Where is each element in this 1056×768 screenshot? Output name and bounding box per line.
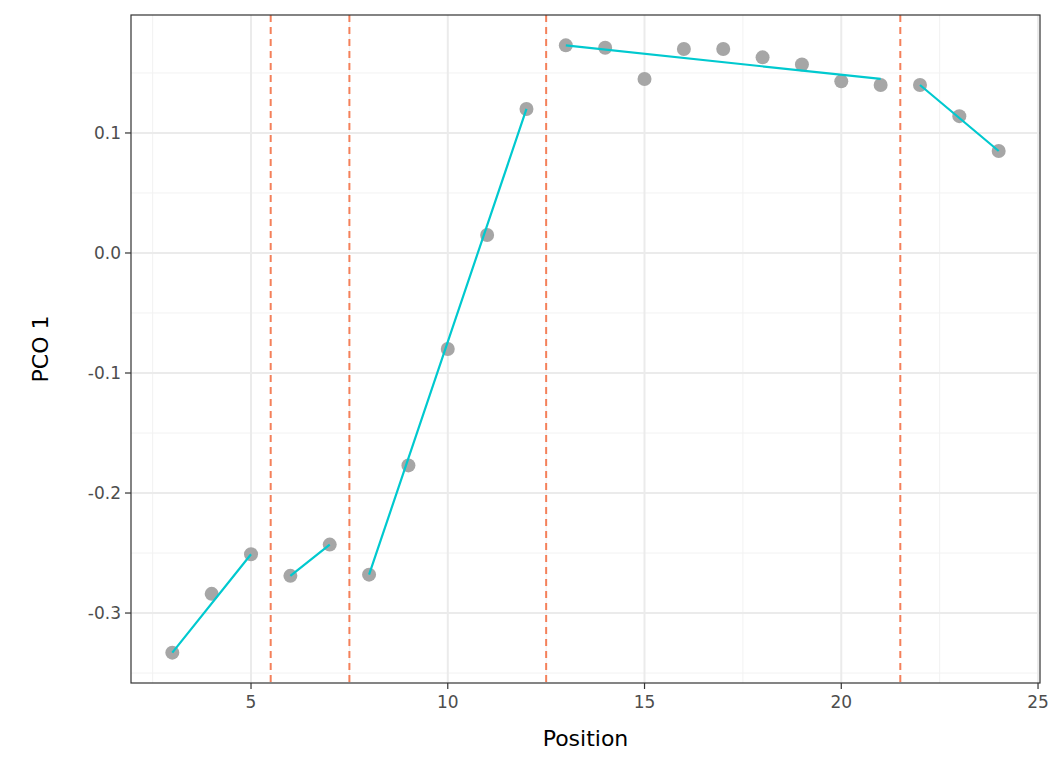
minor-grid-y	[131, 72, 1040, 73]
y-tick-label: -0.1	[88, 363, 121, 383]
y-tick	[125, 252, 131, 253]
point	[638, 72, 652, 86]
x-tick-label: 10	[437, 692, 459, 712]
x-tick	[250, 683, 251, 689]
minor-grid-y	[131, 553, 1040, 554]
x-tick	[1037, 683, 1038, 689]
y-tick-label: 0.0	[94, 243, 121, 263]
background	[0, 0, 1056, 768]
point	[716, 42, 730, 56]
minor-grid-y	[131, 192, 1040, 193]
y-axis-title: PCO 1	[28, 316, 53, 383]
grid	[131, 15, 1040, 683]
minor-grid-x	[349, 15, 350, 683]
grid-y	[131, 612, 1040, 614]
grid-x	[250, 15, 252, 683]
x-tick	[644, 683, 645, 689]
y-tick	[125, 132, 131, 133]
panel	[131, 15, 1040, 683]
y-tick-label: 0.1	[94, 123, 121, 143]
breakpoint-line	[270, 15, 272, 683]
point	[677, 42, 691, 56]
y-tick	[125, 492, 131, 493]
grid-x	[1037, 15, 1039, 683]
point	[874, 78, 888, 92]
breakpoint-line	[545, 15, 547, 683]
minor-grid-x	[742, 15, 743, 683]
minor-grid-x	[152, 15, 153, 683]
x-tick	[841, 683, 842, 689]
x-tick-label: 20	[830, 692, 852, 712]
grid-y	[131, 492, 1040, 494]
y-tick	[125, 372, 131, 373]
x-tick-label: 5	[246, 692, 257, 712]
minor-grid-y	[131, 433, 1040, 434]
y-tick-label: -0.3	[88, 603, 121, 623]
grid-x	[840, 15, 842, 683]
x-tick-label: 25	[1027, 692, 1049, 712]
x-tick	[447, 683, 448, 689]
data	[165, 15, 1005, 683]
y-tick-label: -0.2	[88, 483, 121, 503]
point	[834, 74, 848, 88]
minor-grid-x	[939, 15, 940, 683]
grid-y	[131, 252, 1040, 254]
point	[598, 41, 612, 55]
grid-x	[644, 15, 646, 683]
chart: 5 10 15 20 25 -0.3 -0.2 -0.1 0.0 0.1 Position PCO 1	[0, 0, 1056, 768]
breakpoint-line	[899, 15, 901, 683]
grid-y	[131, 132, 1040, 134]
y-tick	[125, 612, 131, 613]
fit-line	[172, 45, 998, 652]
grid-y	[131, 372, 1040, 374]
panel-border	[131, 15, 1040, 683]
minor-grid-y	[131, 312, 1040, 313]
x-axis-title: Position	[543, 726, 629, 751]
breakpoint-line	[348, 15, 350, 683]
minor-grid-x	[546, 15, 547, 683]
x-tick-label: 15	[634, 692, 656, 712]
point	[756, 50, 770, 64]
minor-grid-y	[131, 673, 1040, 674]
